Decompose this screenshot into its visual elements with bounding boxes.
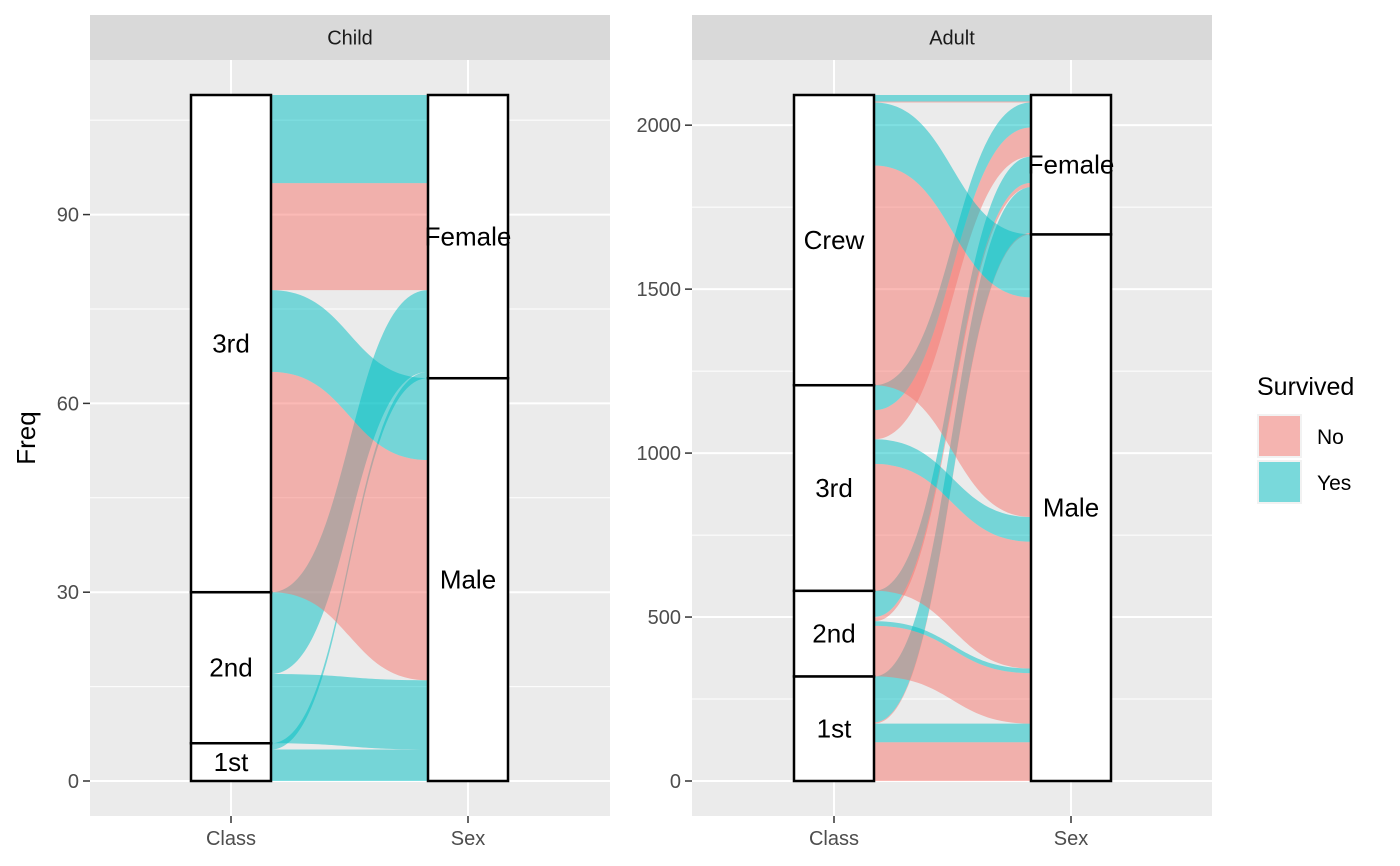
flow-crew-female-yes [874,95,1031,102]
y-tick-label: 1500 [637,279,682,301]
sex-stratum-label: Male [440,565,496,595]
flow-2nd-male-no [874,625,1031,724]
class-stratum-label: 2nd [209,653,252,683]
flow-3rd-female-yes [271,95,428,184]
flow-3rd-male-yes [271,290,428,461]
legend-label-no: No [1317,426,1344,449]
class-stratum-3rd [189,93,273,594]
x-tick-label: Class [206,828,256,850]
y-tick-label: 0 [68,771,79,793]
flow-3rd-female-no [271,183,428,291]
flow-crew-male-yes [874,102,1031,298]
y-tick-label: 90 [57,205,79,227]
class-stratum-2nd [792,589,876,678]
legend-swatch-no [1259,416,1300,456]
flow-3rd-male-no [874,463,1031,669]
class-stratum-label: 2nd [812,619,855,649]
panel-strip-title: Child [327,28,373,50]
legend-label-yes: Yes [1317,472,1351,495]
x-tick-label: Class [809,828,859,850]
class-stratum-1st [189,741,273,783]
class-stratum-3rd [792,383,876,593]
class-stratum-label: 1st [214,747,249,777]
flow-3rd-male-no [271,371,428,681]
x-tick-label: Sex [451,828,485,850]
flow-2nd-male-yes [874,621,1031,674]
y-tick-label: 2000 [637,115,682,137]
sex-stratum-female [1029,93,1113,236]
flow-1st-male-yes [271,749,428,781]
sex-stratum-female [426,93,510,380]
class-stratum-2nd [189,590,273,745]
flows [271,95,428,781]
y-tick-label: 60 [57,393,79,415]
class-stratum-label: 3rd [212,329,250,359]
flow-crew-female-no [874,101,1031,103]
legend-title: Survived [1257,373,1354,401]
flow-3rd-male-yes [874,439,1031,542]
y-tick-label: 1000 [637,443,682,465]
flow-1st-male-no [874,742,1031,781]
flow-crew-male-no [874,165,1031,518]
legend-swatch-yes [1259,462,1300,502]
class-stratum-label: 3rd [815,473,853,503]
y-tick-label: 30 [57,582,79,604]
flows [874,95,1031,781]
panel-strip-title: Adult [929,28,975,50]
x-tick-label: Sex [1054,828,1088,850]
class-stratum-label: 1st [817,714,852,744]
sex-stratum-male [426,376,510,783]
flow-1st-male-yes [874,723,1031,743]
y-tick-label: 500 [648,607,681,629]
panel-child: Child 0 30 60 90 Class Sex 1st 2nd 3rd Male Female [57,15,610,850]
flow-1st-female-yes [874,187,1031,723]
sex-stratum-label: Female [425,222,512,252]
flow-2nd-male-yes [271,674,428,750]
y-tick-label: 0 [670,771,681,793]
sex-stratum-label: Female [1028,150,1115,180]
sex-stratum-male [1029,233,1113,783]
legend: Survived No Yes [1257,373,1354,504]
class-stratum-crew [792,93,876,387]
panel-adult: Adult 0 500 1000 1500 2000 Class Sex 1st 2nd 3rd Cr… [637,15,1212,850]
panel-strip [90,15,610,60]
y-axis-label: Freq [11,411,41,464]
class-stratum-label: Crew [804,225,865,255]
panel-strip [692,15,1212,60]
sex-stratum-label: Male [1043,493,1099,523]
